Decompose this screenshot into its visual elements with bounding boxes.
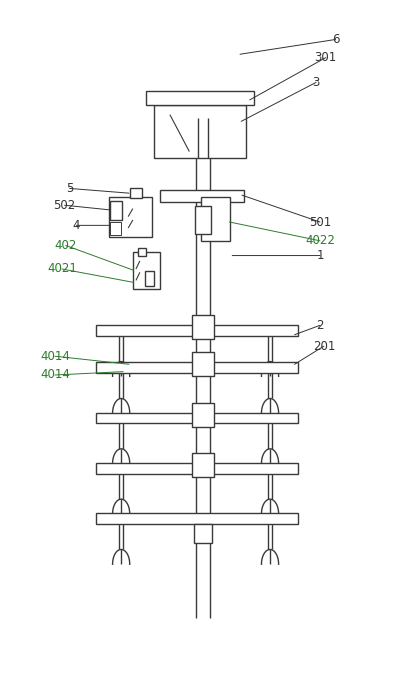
- Text: 201: 201: [312, 340, 334, 352]
- Bar: [130, 188, 141, 198]
- Bar: [145, 271, 154, 287]
- Bar: [132, 252, 160, 289]
- Bar: [194, 524, 211, 542]
- Text: 3: 3: [311, 76, 319, 89]
- Bar: [96, 463, 298, 474]
- Text: 501: 501: [308, 215, 330, 229]
- Text: 4014: 4014: [40, 368, 70, 382]
- Text: 4021: 4021: [47, 263, 77, 275]
- Text: 4022: 4022: [304, 234, 334, 247]
- Bar: [96, 325, 298, 336]
- Bar: [192, 352, 213, 376]
- Text: 1: 1: [315, 249, 323, 262]
- Bar: [200, 197, 230, 240]
- Text: 2: 2: [315, 319, 323, 332]
- Bar: [195, 206, 210, 234]
- Bar: [154, 105, 245, 158]
- Bar: [96, 513, 298, 524]
- Bar: [137, 247, 146, 256]
- Bar: [110, 222, 121, 236]
- Bar: [146, 91, 253, 105]
- Text: 502: 502: [53, 199, 76, 212]
- Bar: [192, 315, 213, 340]
- Text: 4014: 4014: [40, 350, 70, 363]
- Bar: [192, 453, 213, 477]
- Bar: [96, 412, 298, 424]
- Bar: [192, 403, 213, 426]
- Text: 402: 402: [55, 239, 77, 252]
- Bar: [160, 190, 243, 202]
- Bar: [109, 196, 152, 237]
- Bar: [96, 362, 298, 373]
- Bar: [110, 201, 122, 220]
- Text: 6: 6: [331, 33, 339, 46]
- Text: 5: 5: [66, 182, 73, 195]
- Text: 4: 4: [72, 219, 80, 232]
- Text: 301: 301: [314, 51, 336, 64]
